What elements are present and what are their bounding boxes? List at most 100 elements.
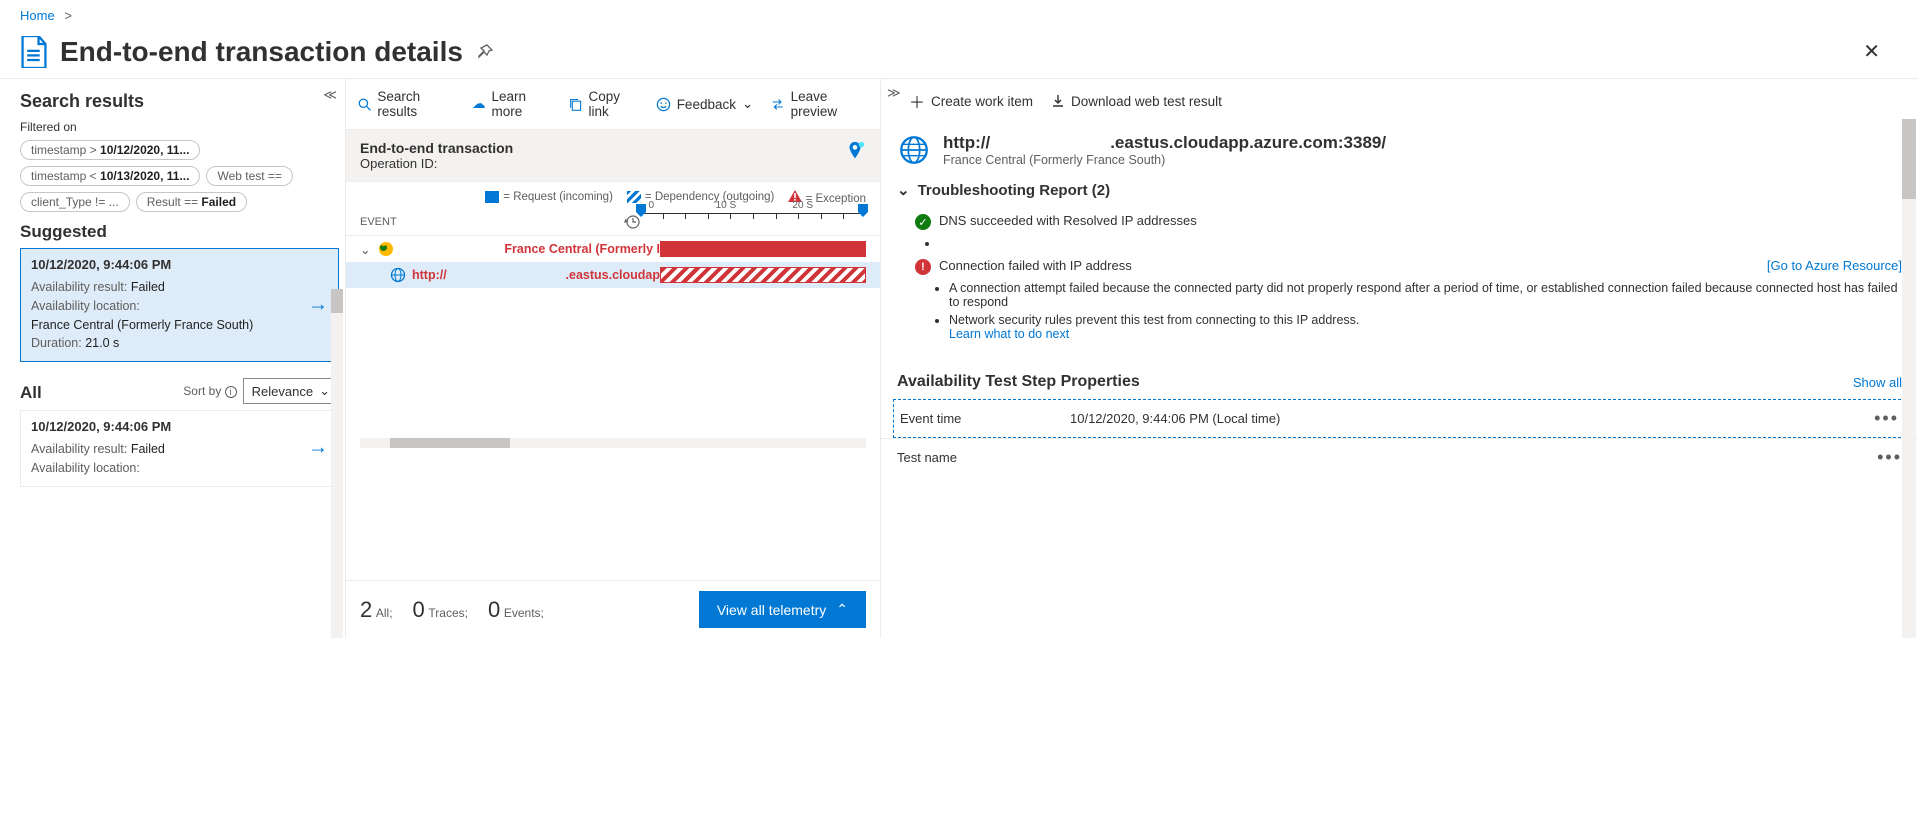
info-icon[interactable]: i xyxy=(225,386,237,398)
swap-icon xyxy=(771,97,784,112)
chevron-down-icon[interactable]: ⌄ xyxy=(360,242,372,257)
result-timestamp: 10/12/2020, 9:44:06 PM xyxy=(31,257,328,272)
timeline-bar xyxy=(660,267,866,283)
leave-preview-button[interactable]: Leave preview xyxy=(771,89,868,119)
close-button[interactable]: ✕ xyxy=(1855,35,1888,68)
chevron-down-icon: ⌄ xyxy=(742,96,753,112)
event-header: EVENT 0 10 S 20 S xyxy=(346,209,880,236)
mid-footer: 2 All; 0 Traces; 0 Events; View all tele… xyxy=(346,580,880,638)
timeline-row-label: France Central (Formerly I xyxy=(400,242,660,256)
page-title: End-to-end transaction details xyxy=(60,36,463,68)
marker-start-icon[interactable] xyxy=(636,204,648,218)
right-pane: ≫ ＋ Create work item Download web test r… xyxy=(880,79,1918,638)
globe-icon xyxy=(378,241,394,257)
transaction-title: End-to-end transaction xyxy=(360,140,513,156)
show-all-link[interactable]: Show all xyxy=(1853,375,1902,390)
timeline-row-url-a: http:// xyxy=(412,268,447,282)
search-results-title: Search results xyxy=(20,91,339,112)
props-header: Availability Test Step Properties Show a… xyxy=(881,359,1918,399)
chip-timestamp-gt[interactable]: timestamp > 10/12/2020, 11... xyxy=(20,140,200,160)
detail-url: http://.eastus.cloudapp.azure.com:3389/ xyxy=(943,133,1386,153)
go-to-resource-link[interactable]: [Go to Azure Resource] xyxy=(1767,258,1902,273)
fail-detail: A connection attempt failed because the … xyxy=(949,281,1902,309)
sort-by-label: Sort by i xyxy=(183,384,236,398)
copy-icon xyxy=(569,97,582,112)
prop-row[interactable]: Event time 10/12/2020, 9:44:06 PM (Local… xyxy=(893,399,1906,438)
globe-outline-icon xyxy=(390,267,406,283)
chip-clienttype[interactable]: client_Type != ... xyxy=(20,192,130,212)
create-work-item-button[interactable]: ＋ Create work item xyxy=(909,89,1033,113)
timeline-row[interactable]: ⌄ France Central (Formerly I xyxy=(346,236,880,262)
mid-toolbar: Search results ☁ Learn more Copy link Fe… xyxy=(346,79,880,130)
fail-detail: Network security rules prevent this test… xyxy=(949,313,1902,341)
count-events: 0 xyxy=(488,597,500,622)
search-icon xyxy=(358,97,371,112)
prop-row[interactable]: Test name ••• xyxy=(881,438,1918,476)
count-all: 2 xyxy=(360,597,372,622)
filtered-on-label: Filtered on xyxy=(20,120,77,134)
count-traces: 0 xyxy=(413,597,425,622)
right-scrollbar[interactable] xyxy=(1902,119,1916,638)
timeline-bar xyxy=(660,241,866,257)
ip-bullet xyxy=(939,236,1902,250)
globe-large-icon xyxy=(897,133,931,167)
error-icon: ! xyxy=(915,259,931,275)
result-timestamp: 10/12/2020, 9:44:06 PM xyxy=(31,419,328,434)
document-icon xyxy=(20,36,48,68)
right-toolbar: ＋ Create work item Download web test res… xyxy=(881,79,1918,123)
arrow-right-icon: → xyxy=(308,437,328,460)
timeline-row[interactable]: http:// .eastus.cloudap xyxy=(346,262,880,288)
detail-location: France Central (Formerly France South) xyxy=(943,153,1386,167)
mid-pane: Search results ☁ Learn more Copy link Fe… xyxy=(345,79,880,638)
view-all-telemetry-button[interactable]: View all telemetry ⌃ xyxy=(699,591,866,628)
map-pin-icon[interactable] xyxy=(844,140,866,162)
timeline-row-url-b: .eastus.cloudap xyxy=(453,268,660,282)
left-scrollbar[interactable] xyxy=(331,289,343,638)
more-icon[interactable]: ••• xyxy=(1877,447,1902,468)
copy-link-button[interactable]: Copy link xyxy=(569,89,637,119)
chevron-down-icon: ⌄ xyxy=(319,383,330,399)
breadcrumb: Home > xyxy=(0,0,1918,31)
pin-icon[interactable] xyxy=(477,44,493,60)
check-icon: ✓ xyxy=(915,214,931,230)
troubleshoot-header[interactable]: ⌄ Troubleshooting Report (2) xyxy=(881,177,1918,203)
dependency-swatch xyxy=(627,191,641,203)
mid-header: End-to-end transaction Operation ID: xyxy=(346,130,880,182)
status-ok: ✓ DNS succeeded with Resolved IP address… xyxy=(915,213,1902,230)
search-results-button[interactable]: Search results xyxy=(358,89,454,119)
breadcrumb-home[interactable]: Home xyxy=(20,8,55,23)
timeline-axis: 0 10 S 20 S xyxy=(640,213,866,231)
all-header: All xyxy=(20,383,42,403)
arrow-right-icon: → xyxy=(308,294,328,317)
suggested-header: Suggested xyxy=(20,222,339,242)
collapse-left-icon[interactable]: ≪ xyxy=(323,87,337,103)
smile-icon xyxy=(656,97,671,112)
sort-select[interactable]: Relevance ⌄ xyxy=(243,378,339,404)
chevron-down-icon: ⌄ xyxy=(897,181,910,199)
cloud-icon: ☁ xyxy=(472,96,486,112)
plus-icon: ＋ xyxy=(909,89,925,113)
learn-next-link[interactable]: Learn what to do next xyxy=(949,327,1069,341)
status-fail: ! Connection failed with IP address [Go … xyxy=(915,258,1902,275)
result-card[interactable]: 10/12/2020, 9:44:06 PM Availability resu… xyxy=(20,410,339,487)
more-icon[interactable]: ••• xyxy=(1874,408,1899,429)
filter-chips: timestamp > 10/12/2020, 11... timestamp … xyxy=(20,140,339,212)
left-pane: ≪ Search results Filtered on timestamp >… xyxy=(0,79,345,638)
right-header: http://.eastus.cloudapp.azure.com:3389/ … xyxy=(881,123,1918,177)
expand-right-icon[interactable]: ≫ xyxy=(887,85,901,101)
chevron-up-icon: ⌃ xyxy=(836,601,848,618)
breadcrumb-sep: > xyxy=(64,8,72,23)
request-swatch xyxy=(485,191,499,203)
download-result-button[interactable]: Download web test result xyxy=(1051,94,1222,109)
operation-id-label: Operation ID: xyxy=(360,156,513,171)
chip-timestamp-lt[interactable]: timestamp < 10/13/2020, 11... xyxy=(20,166,200,186)
marker-end-icon[interactable] xyxy=(858,204,870,218)
title-row: End-to-end transaction details ✕ xyxy=(0,31,1918,78)
chip-webtest[interactable]: Web test == xyxy=(206,166,292,186)
download-icon xyxy=(1051,94,1065,108)
mid-h-scrollbar[interactable] xyxy=(360,438,866,448)
learn-more-button[interactable]: ☁ Learn more xyxy=(472,89,551,119)
feedback-button[interactable]: Feedback ⌄ xyxy=(656,89,754,119)
chip-result[interactable]: Result == Failed xyxy=(136,192,247,212)
result-card[interactable]: 10/12/2020, 9:44:06 PM Availability resu… xyxy=(20,248,339,362)
